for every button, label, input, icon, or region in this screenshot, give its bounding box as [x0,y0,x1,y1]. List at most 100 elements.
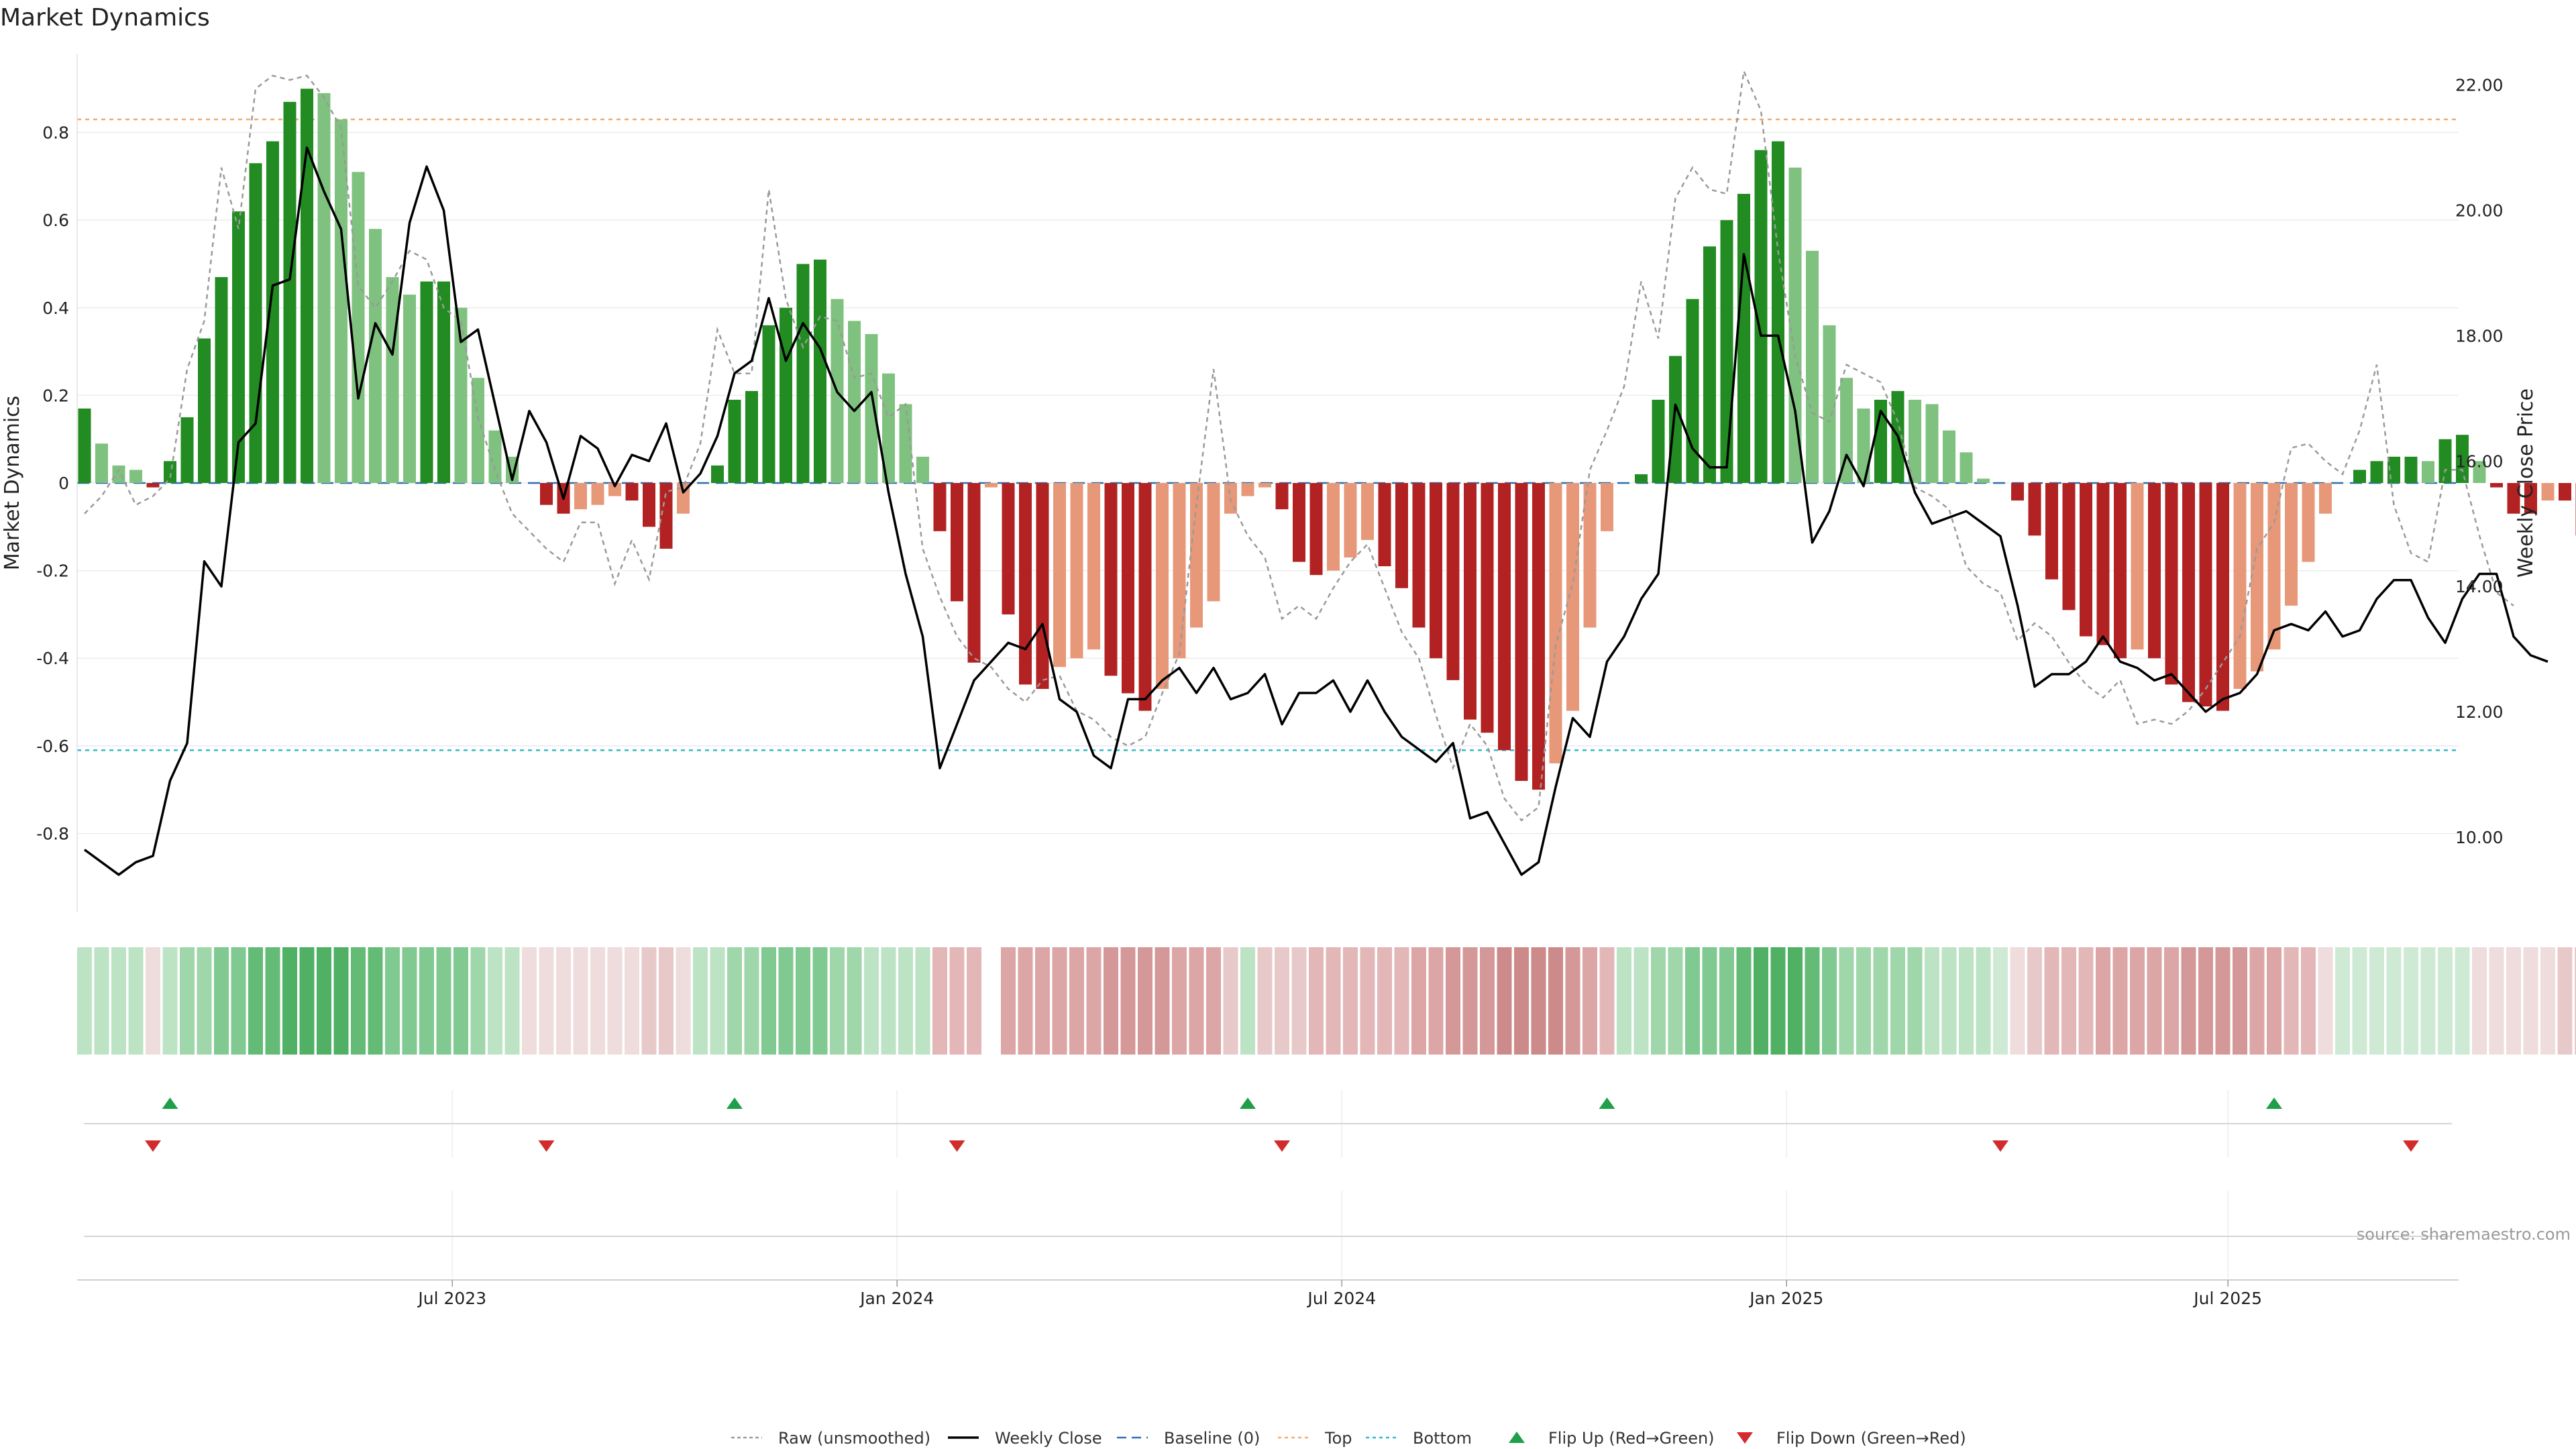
dynamics-bar [1788,167,1802,484]
dynamics-bar [1344,483,1357,558]
dynamics-bar [1977,478,1990,483]
dynamics-bar [1754,150,1768,483]
dynamics-bar [2028,483,2041,536]
right-tick-label: 16.00 [2455,451,2504,471]
dynamics-bar [865,333,878,483]
legend-label: Top [1324,1429,1352,1448]
dynamics-bar [129,470,142,483]
dynamics-bar [574,483,587,510]
dynamics-bar [2490,483,2503,488]
flip-down-marker [145,1140,161,1152]
strength-cell [453,947,468,1055]
dynamics-bar [608,483,621,496]
dynamics-bar [1481,483,1494,733]
dynamics-bar [301,89,313,484]
dynamics-bar [454,307,468,483]
left-tick-label: 0.8 [42,123,69,143]
dynamics-bar [198,338,211,483]
strength-cell [1411,947,1426,1055]
dynamics-bar [2559,483,2571,501]
dynamics-bar [1635,474,1648,483]
dynamics-bar [1156,483,1169,689]
strength-cell [1001,947,1016,1055]
dynamics-bar [1823,325,1836,483]
dynamics-bar [2165,483,2178,685]
right-tick-label: 14.00 [2455,577,2504,596]
dynamics-bar [2353,470,2366,483]
strength-cell [1702,947,1717,1055]
legend: Raw (unsmoothed) Weekly Close Baseline (0)… [731,1429,1966,1448]
strength-cell [1685,947,1700,1055]
dynamics-bar [2404,456,2418,483]
dynamics-bar [848,321,861,483]
strength-cell [2318,947,2333,1055]
strength-cell [761,947,776,1055]
strength-cell [573,947,588,1055]
strength-cell [2506,947,2521,1055]
strength-cell [2455,947,2470,1055]
strength-cell [197,947,212,1055]
legend-label: Raw (unsmoothed) [778,1429,930,1448]
axes-layer: 0.8 0.6 0.4 0.2 0 -0.2 -0.4 -0.6 -0.8 22.00 20.00 1… [36,54,2504,912]
strength-cell [2233,947,2247,1055]
dynamics-bar [1498,483,1511,751]
dynamics-bar [1378,483,1391,567]
dynamics-bar [1601,483,1613,531]
strength-cell [248,947,263,1055]
dynamics-bar [2456,435,2469,483]
dynamics-bar [2045,483,2058,580]
strength-cell [2147,947,2162,1055]
strength-cell [796,947,810,1055]
right-tick-label: 12.00 [2455,702,2504,722]
dynamics-bar [1412,483,1426,628]
dynamics-bar [2438,439,2452,483]
dynamics-bar [1583,483,1597,628]
strength-cell [881,947,896,1055]
flip-up-marker [727,1097,743,1109]
dynamics-bar [2080,483,2092,637]
strength-cell [1582,947,1597,1055]
strength-cell [812,947,828,1055]
flip-down-marker [538,1140,555,1152]
strength-cell [162,947,178,1055]
dynamics-bar [1686,299,1699,483]
strength-cell [488,947,502,1055]
dynamics-bar [745,390,758,483]
strength-cell [847,947,862,1055]
strength-cell [659,947,674,1055]
legend-label: Flip Down (Green→Red) [1776,1429,1966,1448]
strength-cell [1514,947,1529,1055]
strength-cell [949,947,965,1055]
dynamics-bar [1720,220,1733,483]
dynamics-bar [1960,452,1973,483]
strength-cell [1291,947,1307,1055]
strength-cell [744,947,759,1055]
strength-cell [693,947,708,1055]
strength-cell [522,947,537,1055]
dynamics-bar [2251,483,2263,672]
dynamics-bar [1327,483,1340,571]
strength-cell [1189,947,1204,1055]
strength-cell [2096,947,2110,1055]
date-tick-label: Jul 2023 [417,1289,486,1308]
dynamics-bar [2422,461,2434,483]
strength-cell [1155,947,1170,1055]
strength-cell [1206,947,1221,1055]
strength-cell [1925,947,1939,1055]
date-axis: Jul 2023 Jan 2024 Jul 2024 Jan 2025 Jul 2025 [77,1279,2459,1308]
date-tick-label: Jan 2024 [859,1289,934,1308]
right-tick-label: 18.00 [2455,326,2504,345]
dynamics-bar [1138,483,1152,711]
strength-cell [1668,947,1683,1055]
strength-cell [2489,947,2504,1055]
date-tick-label: Jul 2024 [1306,1289,1376,1308]
strength-cell [1941,947,1957,1055]
right-tick-label: 20.00 [2455,201,2504,221]
strength-cell [1617,947,1631,1055]
strength-cell [1120,947,1136,1055]
dynamics-bar [2370,461,2383,483]
dynamics-bar [916,456,929,483]
strength-cell [1873,947,1888,1055]
dynamics-bar [1122,483,1134,694]
left-tick-label: -0.8 [36,824,69,843]
